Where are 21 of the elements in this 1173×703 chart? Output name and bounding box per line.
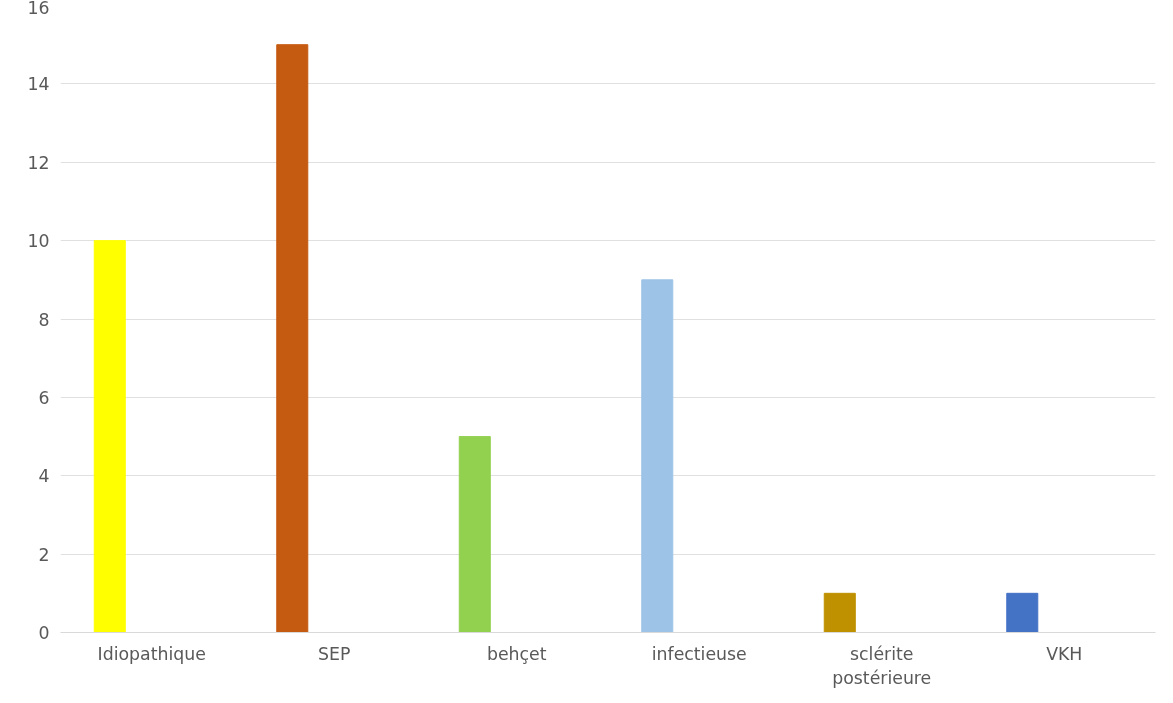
x-tick-label: SEP xyxy=(318,643,351,664)
bar xyxy=(458,436,491,633)
y-tick-label: 0 xyxy=(38,623,50,643)
y-tick-label: 10 xyxy=(27,231,50,252)
bar xyxy=(641,279,674,633)
y-tick-label: 4 xyxy=(38,466,50,487)
bar xyxy=(823,592,856,633)
y-tick-label: 12 xyxy=(27,152,50,173)
y-tick-label: 2 xyxy=(38,544,50,565)
x-tick-label: Idiopathique xyxy=(97,643,206,664)
bar xyxy=(276,44,309,633)
bar xyxy=(93,240,126,633)
x-tick-label: infectieuse xyxy=(651,643,747,664)
y-tick-label: 16 xyxy=(27,0,50,18)
y-tick-label: 14 xyxy=(27,74,50,95)
bar xyxy=(1006,592,1039,633)
x-tick-label: behçet xyxy=(486,643,547,664)
x-tick-label: sclérite postérieure xyxy=(832,643,932,688)
y-tick-label: 8 xyxy=(38,309,50,330)
y-tick-label: 6 xyxy=(38,387,50,408)
x-tick-label: VKH xyxy=(1046,643,1083,664)
